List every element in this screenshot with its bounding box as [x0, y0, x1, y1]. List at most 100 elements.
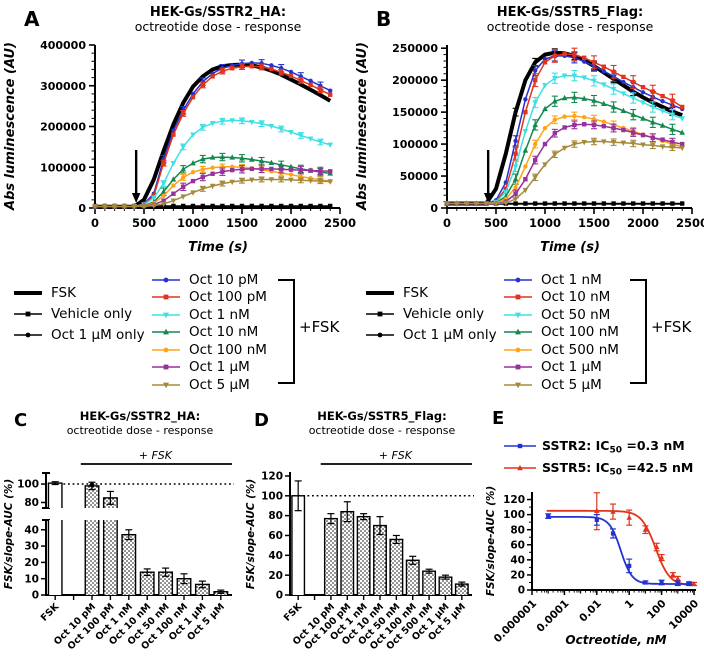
series-sstr2 — [545, 513, 693, 587]
legend-item: Vehicle only — [12, 303, 145, 324]
series-oct-1-m — [92, 164, 333, 209]
svg-text:0.01: 0.01 — [577, 598, 604, 625]
panel-e-xlabel: Octreotide, nM — [565, 633, 666, 647]
svg-text:0.000001: 0.000001 — [492, 598, 539, 645]
legend-item-label: FSK — [403, 284, 428, 301]
bar-oct-10-nm — [373, 516, 387, 595]
svg-text:250000: 250000 — [392, 42, 438, 55]
legend-item: Oct 1 nM — [502, 271, 619, 289]
svg-text:20: 20 — [268, 570, 283, 582]
legend-item-label: Oct 50 nM — [541, 306, 611, 323]
legend-swatch-oct-100-pm — [152, 294, 180, 300]
bar-oct-1-nm — [356, 513, 371, 595]
legend-swatch-oct-10-nm — [152, 328, 180, 335]
legend-item: FSK — [364, 282, 497, 303]
plus-fsk-bracket — [630, 279, 647, 384]
panel-b-subtitle: octreotide dose - response — [487, 19, 654, 34]
panel-c-title: HEK-Gs/SSTR2_HA: — [80, 409, 201, 424]
svg-text:150000: 150000 — [392, 106, 438, 119]
legend-item-label: Oct 1 µM — [541, 359, 602, 376]
svg-text:10000: 10000 — [667, 598, 701, 632]
legend-item: Oct 10 pM — [150, 271, 267, 289]
svg-text:20: 20 — [510, 570, 525, 582]
bar-oct-1-m — [194, 580, 210, 595]
svg-text:0: 0 — [78, 202, 86, 215]
legend-swatch-fsk — [14, 290, 42, 295]
panel-d-ylabel: FSK/slope-AUC (%) — [245, 479, 257, 589]
legend-swatch-oct-5-m — [152, 382, 180, 389]
legend-controls: FSK Vehicle only Oct 1 µM only — [364, 282, 497, 345]
legend-swatch-vehicle-only — [366, 311, 394, 316]
bar-oct-10-nm — [139, 568, 155, 595]
legend-item-label: Oct 1 nM — [189, 306, 250, 323]
bar-oct-50-nm — [389, 534, 404, 595]
plus-fsk-bracket — [278, 279, 295, 384]
panel-a-xlabel: Time (s) — [188, 240, 248, 255]
svg-text:2500: 2500 — [676, 216, 704, 230]
svg-text:400000: 400000 — [40, 39, 86, 52]
legend-swatch-fsk — [366, 290, 394, 295]
legend-doses: Oct 10 pM Oct 100 pM Oct 1 nM Oct 10 nM Oct … — [150, 271, 267, 394]
series-oct-50-nm — [444, 70, 685, 207]
legend-item-label: Oct 500 nM — [541, 341, 619, 358]
panel-a-subtitle: octreotide dose - response — [135, 19, 302, 34]
svg-text:100000: 100000 — [40, 161, 86, 174]
series-oct-5-m — [92, 176, 333, 210]
panel-d-title: HEK-Gs/SSTR5_Flag: — [317, 409, 447, 424]
svg-text:60: 60 — [510, 539, 525, 551]
svg-text:0: 0 — [430, 202, 438, 215]
panel-a-plot: 0 100000 200000 300000 400000 0 500 1000 1500 200… — [40, 39, 356, 230]
panel-b-ylabel: Abs luminescence (AU) — [355, 42, 370, 211]
legend-swatch-oct-500-nm — [504, 347, 532, 353]
panel-b-xlabel: Time (s) — [540, 240, 600, 255]
panel-a-title: HEK-Gs/SSTR2_HA: — [150, 5, 286, 20]
legend-item-label: Oct 100 nM — [541, 324, 619, 341]
legend-item: Oct 5 µM — [502, 376, 619, 394]
legend-swatch-oct-10-pm — [152, 277, 180, 283]
series-sstr5 — [546, 492, 697, 587]
svg-text:10: 10 — [24, 573, 39, 585]
legend-controls: FSK Vehicle only Oct 1 µM only — [12, 282, 145, 345]
svg-text:0: 0 — [32, 590, 39, 602]
legend-item: Oct 1 µM — [150, 359, 267, 377]
bar-oct-50-nm — [158, 567, 174, 595]
legend-item: Vehicle only — [364, 303, 497, 324]
legend-item: Oct 100 nM — [502, 324, 619, 342]
legend-item: Oct 1 nM — [150, 306, 267, 324]
panel-d-subtitle: octreotide dose - response — [309, 424, 456, 437]
legend-item-label: Oct 5 µM — [189, 376, 250, 393]
bar-oct-5-m — [213, 589, 229, 595]
bar-oct-1-nm — [121, 529, 137, 595]
svg-text:80: 80 — [24, 497, 39, 509]
bar-oct-100-pm — [102, 490, 118, 508]
legend-item-label: Oct 5 µM — [541, 376, 602, 393]
bar-category-label: FSK — [282, 601, 305, 624]
panel-label-e: E — [492, 408, 504, 429]
series-oct-10-nm — [92, 152, 333, 209]
panel-b-plot: 0 50000 100000 150000 200000 250000 0 500 1000 15… — [392, 42, 704, 230]
legend-item-label: Oct 10 nM — [189, 324, 259, 341]
legend-item: Oct 10 nM — [502, 289, 619, 307]
legend-label-sstr5: SSTR5: IC50 =42.5 nM — [542, 460, 693, 478]
bar-fsk — [47, 520, 63, 595]
svg-text:100: 100 — [261, 490, 283, 502]
fit-curve-sstr5 — [546, 509, 693, 586]
svg-text:40: 40 — [510, 554, 525, 566]
svg-text:300000: 300000 — [40, 80, 86, 93]
legend-item-label: Oct 10 nM — [541, 289, 611, 306]
panel-label-a: A — [24, 7, 40, 31]
legend-item: Oct 1 µM only — [12, 324, 145, 345]
panel-c-bar-chart: C HEK-Gs/SSTR2_HA: octreotide dose - res… — [3, 409, 234, 652]
bar-fsk — [291, 480, 306, 595]
svg-text:500: 500 — [484, 216, 508, 230]
legend-item-label: Oct 1 nM — [541, 271, 602, 288]
panel-e-ylabel: FSK/slope-AUC (%) — [485, 486, 497, 596]
plus-fsk-group-label: + FSK — [139, 449, 173, 462]
panel-label-b: B — [376, 7, 391, 31]
legend-item-sstr5: SSTR5: IC50 =42.5 nM — [504, 460, 693, 478]
svg-text:2500: 2500 — [324, 216, 356, 230]
y-ticks: 0 50000 100000 150000 200000 250000 — [392, 42, 447, 215]
